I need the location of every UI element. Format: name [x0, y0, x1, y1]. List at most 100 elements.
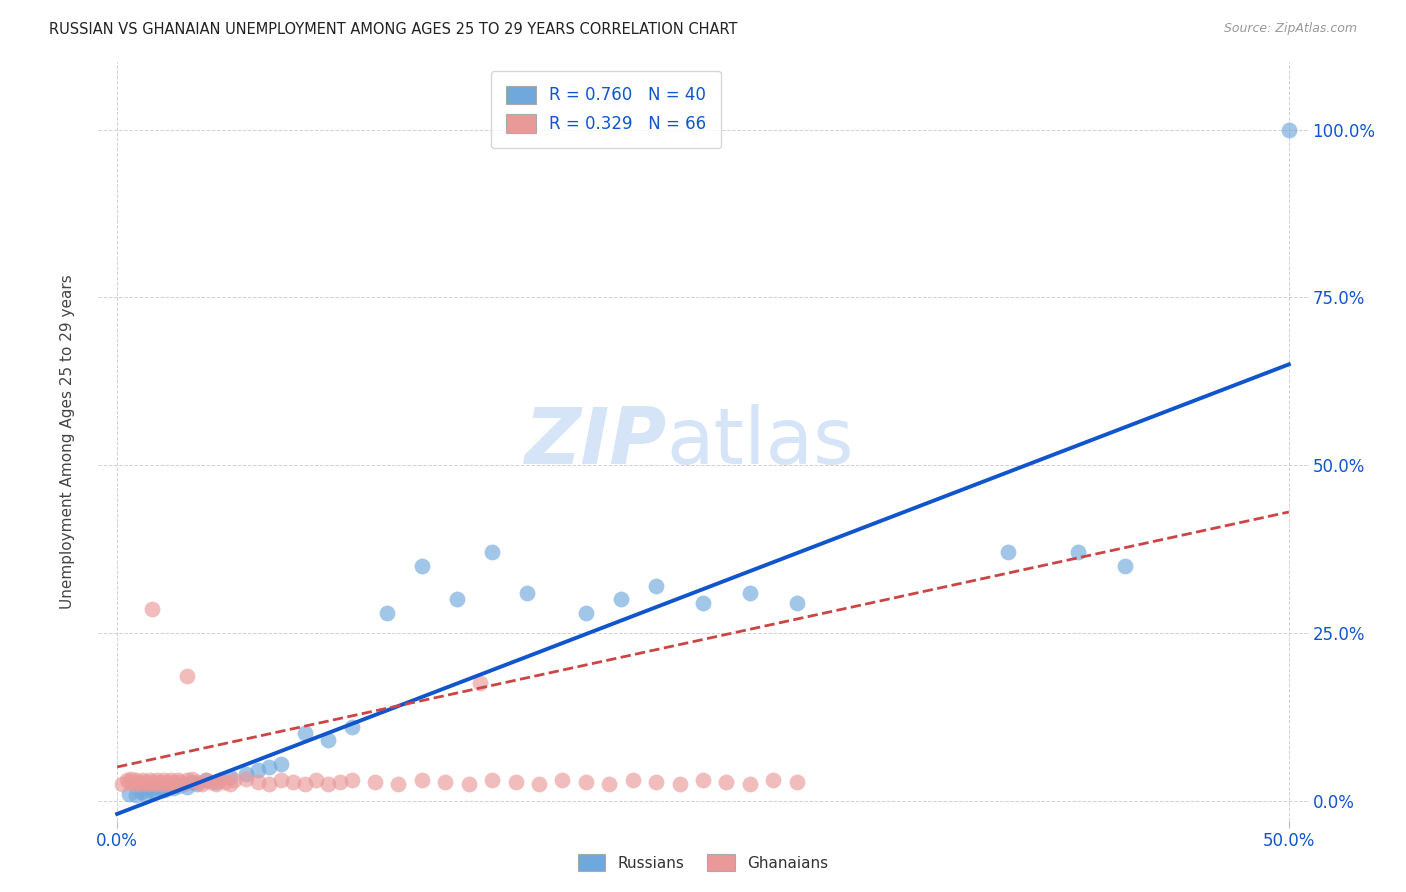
Point	[176, 780, 198, 794]
Point	[160, 773, 183, 788]
Point	[434, 774, 457, 789]
Point	[111, 777, 134, 791]
Point	[118, 774, 141, 789]
Point	[316, 733, 339, 747]
Legend: R = 0.760   N = 40, R = 0.329   N = 66: R = 0.760 N = 40, R = 0.329 N = 66	[491, 70, 721, 148]
Text: Source: ZipAtlas.com: Source: ZipAtlas.com	[1223, 22, 1357, 36]
Point	[127, 774, 149, 789]
Point	[340, 720, 363, 734]
Point	[716, 774, 738, 789]
Point	[375, 606, 398, 620]
Point	[186, 777, 208, 791]
Point	[446, 592, 468, 607]
Point	[153, 783, 176, 797]
Point	[762, 773, 785, 788]
Point	[387, 777, 409, 791]
Point	[645, 774, 668, 789]
Point	[167, 773, 190, 788]
Point	[575, 606, 598, 620]
Point	[481, 773, 503, 788]
Point	[411, 558, 433, 573]
Point	[294, 777, 316, 791]
Point	[172, 777, 194, 791]
Point	[190, 777, 212, 791]
Point	[610, 592, 633, 607]
Point	[150, 777, 173, 791]
Point	[172, 777, 194, 791]
Point	[118, 787, 141, 801]
Point	[146, 773, 169, 788]
Point	[143, 785, 166, 799]
Point	[115, 773, 138, 788]
Point	[738, 777, 761, 791]
Point	[997, 545, 1019, 559]
Y-axis label: Unemployment Among Ages 25 to 29 years: Unemployment Among Ages 25 to 29 years	[60, 274, 75, 609]
Point	[305, 773, 328, 788]
Point	[259, 777, 281, 791]
Point	[181, 774, 204, 789]
Point	[143, 777, 166, 791]
Point	[575, 774, 598, 789]
Point	[162, 781, 184, 796]
Point	[134, 787, 156, 801]
Point	[668, 777, 690, 791]
Point	[786, 774, 808, 789]
Point	[551, 773, 574, 788]
Point	[125, 773, 148, 788]
Text: atlas: atlas	[666, 403, 855, 480]
Point	[692, 773, 714, 788]
Point	[235, 772, 257, 786]
Point	[139, 783, 162, 797]
Point	[316, 777, 339, 791]
Point	[505, 774, 527, 789]
Point	[157, 777, 180, 791]
Point	[141, 774, 163, 789]
Point	[200, 774, 222, 789]
Point	[148, 781, 170, 796]
Point	[224, 773, 246, 788]
Point	[181, 772, 204, 786]
Point	[125, 788, 148, 802]
Point	[129, 785, 152, 799]
Point	[340, 773, 363, 788]
Point	[1278, 122, 1301, 136]
Point	[270, 773, 292, 788]
Text: RUSSIAN VS GHANAIAN UNEMPLOYMENT AMONG AGES 25 TO 29 YEARS CORRELATION CHART: RUSSIAN VS GHANAIAN UNEMPLOYMENT AMONG A…	[49, 22, 738, 37]
Point	[120, 772, 142, 786]
Point	[786, 596, 808, 610]
Point	[1114, 558, 1136, 573]
Point	[139, 773, 162, 788]
Point	[209, 773, 232, 788]
Point	[527, 777, 550, 791]
Point	[598, 777, 620, 791]
Point	[162, 774, 184, 789]
Point	[294, 726, 316, 740]
Point	[411, 773, 433, 788]
Point	[218, 777, 240, 791]
Point	[516, 585, 538, 599]
Point	[186, 774, 208, 789]
Point	[195, 773, 218, 788]
Point	[457, 777, 479, 791]
Point	[169, 774, 191, 789]
Point	[235, 766, 257, 780]
Point	[155, 774, 177, 789]
Point	[692, 596, 714, 610]
Text: ZIP: ZIP	[524, 403, 666, 480]
Point	[246, 774, 269, 789]
Point	[281, 774, 304, 789]
Point	[1067, 545, 1090, 559]
Point	[204, 777, 226, 791]
Legend: Russians, Ghanaians: Russians, Ghanaians	[572, 848, 834, 877]
Point	[129, 777, 152, 791]
Point	[270, 756, 292, 771]
Point	[157, 780, 180, 794]
Point	[122, 777, 145, 791]
Point	[134, 774, 156, 789]
Point	[218, 770, 240, 784]
Point	[364, 774, 387, 789]
Point	[259, 760, 281, 774]
Point	[645, 579, 668, 593]
Point	[204, 774, 226, 789]
Point	[176, 773, 198, 788]
